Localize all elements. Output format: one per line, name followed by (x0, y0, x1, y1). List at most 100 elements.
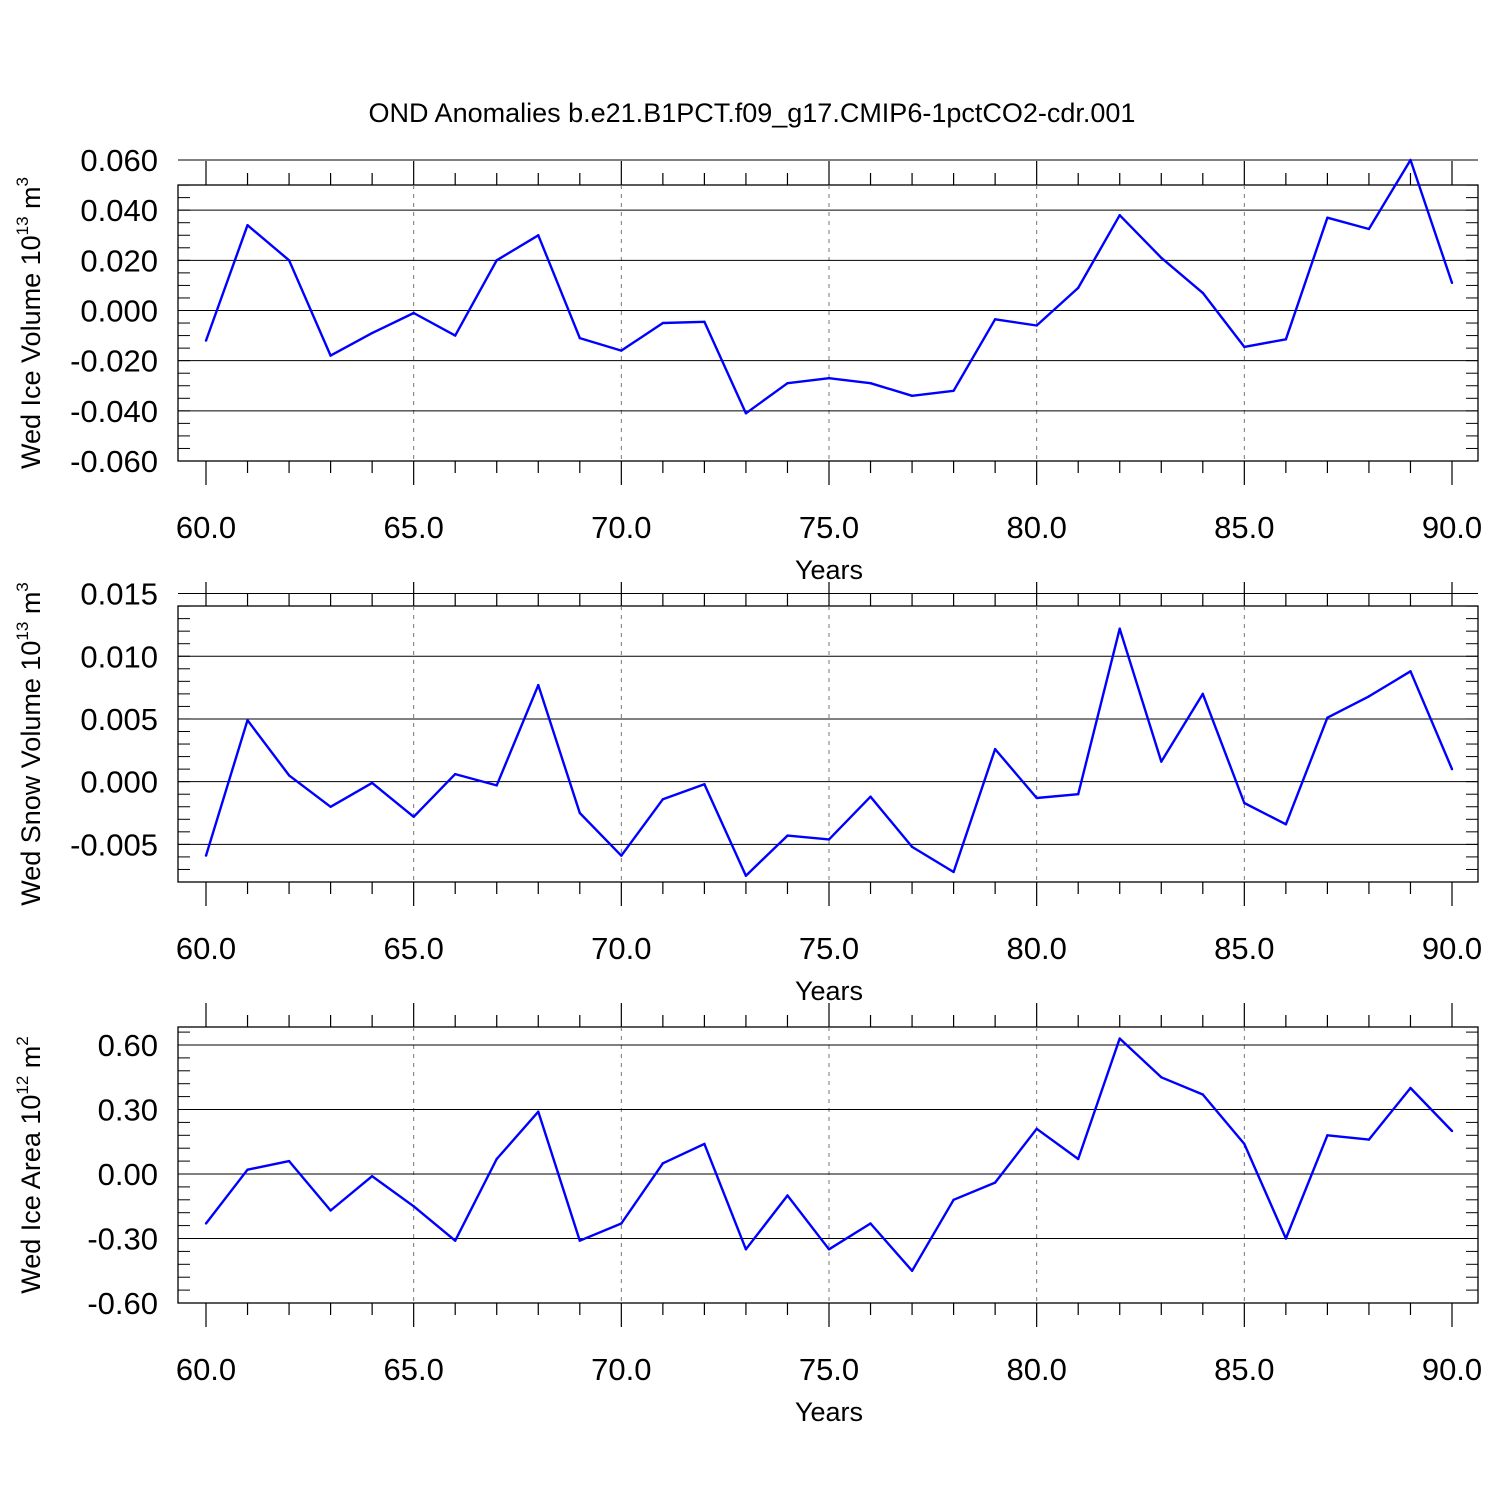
data-point (454, 1239, 457, 1242)
data-point (661, 321, 665, 325)
data-point (620, 349, 623, 352)
data-point (1077, 1157, 1080, 1161)
data-point (703, 320, 706, 323)
data-point (744, 874, 748, 877)
data-point (869, 382, 872, 385)
data-point (1367, 227, 1371, 231)
x-tick-label: 75.0 (799, 931, 859, 966)
data-point (1367, 1138, 1371, 1141)
data-point (1326, 216, 1329, 219)
data-point (744, 412, 748, 415)
data-point (578, 1239, 581, 1242)
panel-3: 60.0 65.0 70.0 75.0 80.0 85.0 90.0 Years 0.60 0.3… (13, 1003, 1482, 1427)
data-point (204, 854, 208, 857)
data-point (578, 811, 581, 815)
y-tick-label: -0.020 (70, 344, 158, 379)
data-point (1201, 291, 1205, 295)
data-point (786, 382, 789, 385)
data-point (952, 389, 955, 392)
data-point (412, 815, 415, 818)
x-tick-label: 90.0 (1422, 931, 1482, 966)
data-point (1160, 760, 1163, 763)
data-point (537, 683, 540, 687)
data-point (246, 719, 249, 722)
data-point (537, 1110, 540, 1113)
data-point (827, 377, 831, 380)
data-point (329, 354, 332, 357)
plot-frame (177, 184, 1479, 462)
data-point (993, 1181, 997, 1184)
plot-frame (177, 605, 1479, 883)
data-point (1284, 823, 1288, 826)
data-point (869, 795, 872, 798)
x-tick-label: 65.0 (383, 1352, 443, 1387)
panel-2: 60.0 65.0 70.0 75.0 80.0 85.0 90.0 Years 0.015 0.… (13, 577, 1482, 1006)
data-point (1409, 1086, 1412, 1090)
x-tick-label: 90.0 (1422, 1352, 1482, 1387)
data-point (661, 798, 665, 801)
y-axis-label: Wed Ice Area 1012 m2 (13, 1036, 46, 1294)
y-tick-label: 0.000 (80, 294, 158, 329)
data-point (412, 311, 415, 315)
data-point (370, 781, 374, 785)
data-point (1326, 1134, 1329, 1137)
data-point (495, 259, 498, 262)
data-point (1450, 281, 1454, 285)
data-point (454, 334, 457, 337)
chart-title: OND Anomalies b.e21.B1PCT.f09_g17.CMIP6-… (369, 98, 1136, 128)
data-point (1243, 801, 1246, 805)
data-point (703, 1142, 706, 1146)
x-tick-label: 75.0 (799, 1352, 859, 1387)
data-point (786, 834, 789, 837)
data-point (1409, 670, 1412, 673)
data-point (1077, 286, 1080, 290)
data-point (1409, 158, 1412, 162)
data-point (454, 772, 457, 776)
data-point (1035, 796, 1038, 800)
data-point (827, 1248, 831, 1251)
y-tick-label: 0.000 (80, 765, 158, 800)
y-tick-label: 0.020 (80, 243, 158, 278)
data-point (993, 318, 997, 321)
data-point (1243, 345, 1246, 349)
data-point (370, 331, 374, 335)
data-point (1326, 716, 1329, 719)
data-point (1450, 1129, 1454, 1133)
x-tick-label: 85.0 (1214, 931, 1274, 966)
data-point (1201, 692, 1205, 696)
x-tick-label: 80.0 (1006, 1352, 1066, 1387)
x-tick-label: 80.0 (1006, 931, 1066, 966)
x-tick-label: 70.0 (591, 1352, 651, 1387)
x-axis-label: Years (795, 1397, 863, 1427)
data-point (204, 339, 208, 342)
data-point (952, 870, 955, 874)
x-axis-label: Years (795, 555, 863, 585)
x-tick-label: 85.0 (1214, 1352, 1274, 1387)
data-point (786, 1194, 789, 1197)
data-point (827, 838, 831, 841)
x-axis-label: Years (795, 976, 863, 1006)
data-point (620, 854, 623, 857)
data-point (287, 259, 291, 262)
data-point (495, 784, 498, 787)
plot-frame (177, 1026, 1479, 1304)
data-point (1284, 338, 1288, 341)
x-tick-label: 60.0 (176, 1352, 236, 1387)
y-axis-label: Wed Ice Volume 1013 m3 (13, 177, 46, 469)
x-tick-label: 60.0 (176, 510, 236, 545)
data-point (246, 224, 249, 227)
data-point (1118, 627, 1121, 630)
x-tick-label: 75.0 (799, 510, 859, 545)
data-point (620, 1222, 623, 1225)
x-tick-label: 80.0 (1006, 510, 1066, 545)
y-tick-label: 0.010 (80, 639, 158, 674)
y-tick-label: 0.015 (80, 577, 158, 612)
data-point (1118, 213, 1121, 217)
data-point (246, 1168, 249, 1171)
data-point (910, 845, 914, 849)
data-point (370, 1174, 374, 1178)
x-tick-label: 65.0 (383, 510, 443, 545)
y-tick-label: 0.005 (80, 702, 158, 737)
data-point (1160, 256, 1163, 260)
